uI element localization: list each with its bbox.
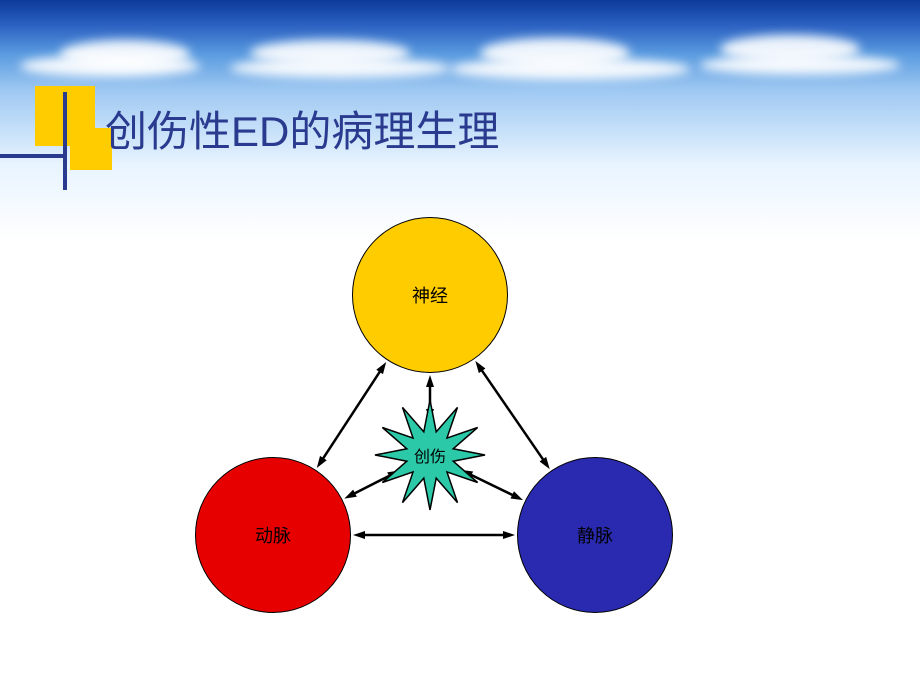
circle-artery-label: 动脉 [255,522,291,548]
circle-vein-label: 静脉 [577,522,613,548]
circle-artery: 动脉 [195,457,351,613]
circle-nerve: 神经 [352,217,508,373]
star-trauma-label: 创伤 [406,431,454,479]
star-trauma-text: 创伤 [414,443,446,467]
slide-title: 创伤性ED的病理生理 [105,98,499,159]
slide-root: 创伤性ED的病理生理 神经 动脉 静脉 创伤 [0,0,920,690]
circle-vein: 静脉 [517,457,673,613]
circle-nerve-label: 神经 [412,282,448,308]
star-trauma [373,398,487,512]
